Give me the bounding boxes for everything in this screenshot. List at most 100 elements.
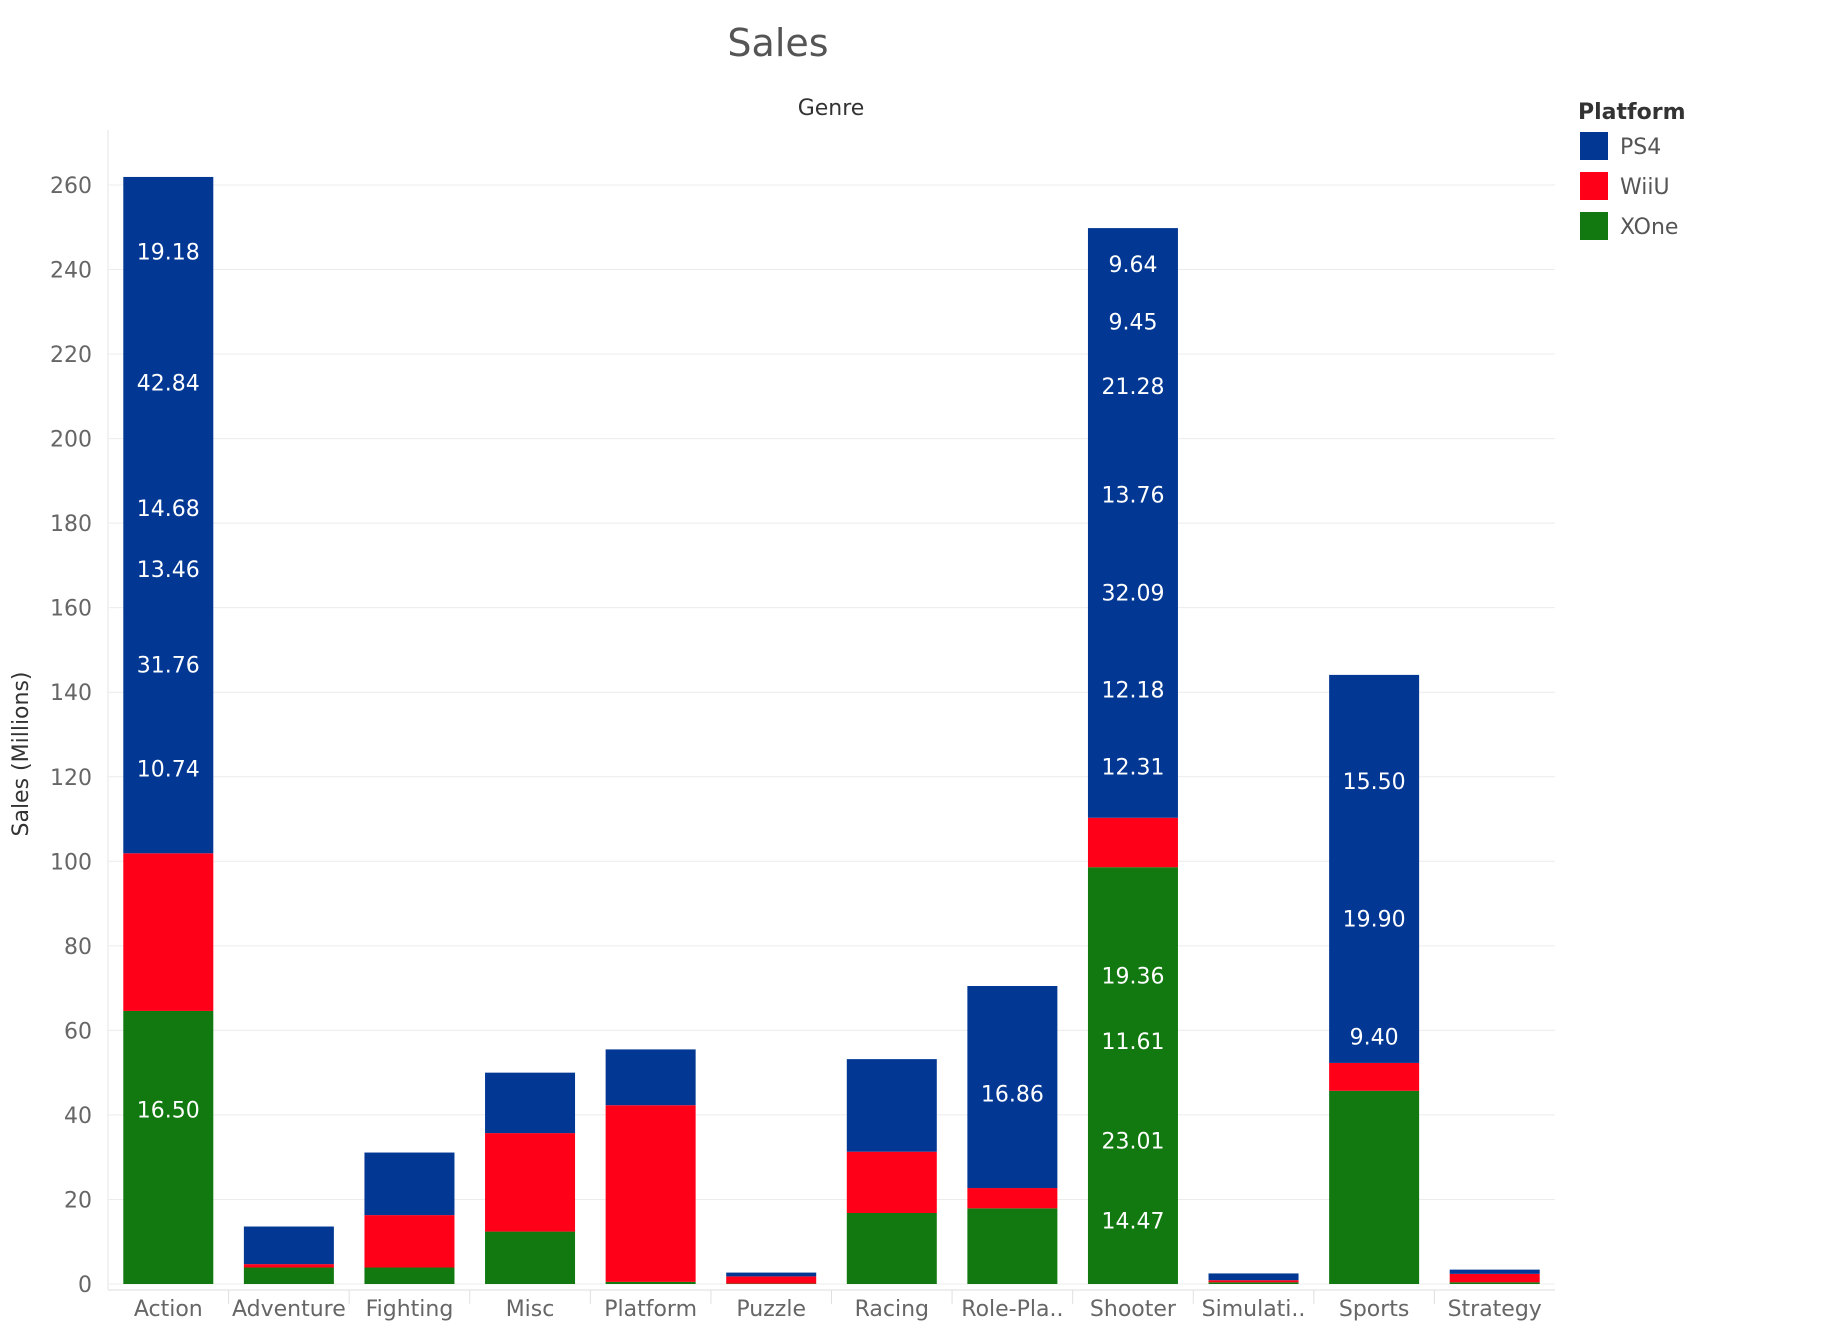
y-tick-label: 140 [50, 681, 92, 706]
bar-segment-wiiu [846, 1151, 937, 1213]
bar-segment-ps4 [1329, 674, 1420, 1063]
x-tick-label: Misc [506, 1297, 555, 1322]
segment-labels: 16.50 10.74 31.76 13.46 14.68 42.84 19.18 16.86… [137, 240, 1406, 1234]
y-tick-label: 20 [64, 1188, 92, 1213]
segment-value-label: 9.64 [1108, 253, 1157, 278]
x-tick-label: Role-Pla.. [961, 1297, 1063, 1322]
segment-value-label: 16.50 [137, 1098, 200, 1123]
segment-value-label: 13.76 [1101, 483, 1164, 508]
segment-value-label: 11.61 [1101, 1030, 1164, 1055]
segment-value-label: 19.90 [1343, 907, 1406, 932]
segment-value-label: 31.76 [137, 654, 200, 679]
y-tick-label: 80 [64, 935, 92, 960]
bar-segment-xone [123, 1010, 214, 1284]
segment-value-label: 23.01 [1101, 1129, 1164, 1154]
bar-segment-xone [485, 1231, 576, 1284]
bar-segment-wiiu [1208, 1280, 1299, 1283]
x-tick-label: Platform [604, 1297, 697, 1322]
bar-segment-ps4 [485, 1072, 576, 1134]
segment-value-label: 12.31 [1101, 756, 1164, 781]
y-tick-label: 260 [50, 174, 92, 199]
bar-segment-wiiu [1329, 1062, 1420, 1091]
bar-segment-xone [1449, 1282, 1540, 1284]
legend-label: PS4 [1620, 135, 1661, 160]
bar-segment-wiiu [1449, 1273, 1540, 1283]
bar-segment-xone [1087, 867, 1178, 1284]
y-tick-label: 160 [50, 597, 92, 622]
segment-value-label: 14.68 [137, 497, 200, 522]
segment-value-label: 12.18 [1101, 679, 1164, 704]
legend-swatch-wiiu [1580, 172, 1608, 200]
segment-value-label: 9.40 [1350, 1026, 1399, 1051]
x-tick-label: Racing [855, 1297, 929, 1322]
x-axis-categories: Action Adventure Fighting Misc Platform Puzzl… [134, 1297, 1542, 1322]
bar-segment-xone [1329, 1090, 1420, 1284]
bar-segment-ps4 [1087, 228, 1178, 818]
y-tick-label: 220 [50, 343, 92, 368]
bar-segment-ps4 [726, 1272, 817, 1277]
y-tick-label: 120 [50, 766, 92, 791]
legend-label: XOne [1620, 215, 1678, 240]
segment-value-label: 9.45 [1108, 311, 1157, 336]
segment-value-label: 14.47 [1101, 1210, 1164, 1235]
bar-segment-wiiu [726, 1276, 817, 1284]
x-tick-label: Strategy [1448, 1297, 1542, 1322]
bars [123, 176, 1540, 1284]
bar-segment-xone [846, 1212, 937, 1284]
x-tick-label: Fighting [366, 1297, 454, 1322]
bar-segment-wiiu [967, 1188, 1058, 1209]
bar-segment-ps4 [967, 985, 1058, 1189]
legend-swatch-ps4 [1580, 132, 1608, 160]
y-axis-title: Sales (Millions) [9, 671, 34, 836]
bar-segment-ps4 [846, 1059, 937, 1152]
bar-segment-xone [967, 1208, 1058, 1284]
bar-segment-wiiu [123, 853, 214, 1011]
bar-segment-xone [243, 1267, 334, 1284]
chart-title: Sales [727, 21, 828, 65]
bar-segment-ps4 [364, 1152, 455, 1216]
y-tick-label: 40 [64, 1104, 92, 1129]
segment-value-label: 19.36 [1101, 964, 1164, 989]
segment-value-label: 32.09 [1101, 581, 1164, 606]
y-tick-label: 60 [64, 1019, 92, 1044]
x-tick-label: Shooter [1090, 1297, 1177, 1322]
segment-value-label: 15.50 [1343, 770, 1406, 795]
bar-segment-ps4 [1449, 1269, 1540, 1274]
legend-title: Platform [1578, 100, 1686, 125]
column-header: Genre [798, 96, 865, 121]
x-tick-label: Simulati.. [1202, 1297, 1306, 1322]
bar-segment-wiiu [485, 1133, 576, 1232]
y-tick-label: 0 [78, 1273, 92, 1298]
legend: Platform PS4 WiiU XOne [1578, 100, 1686, 240]
gridlines [107, 130, 1555, 1304]
bar-segment-wiiu [364, 1215, 455, 1268]
bar-segment-wiiu [243, 1264, 334, 1268]
x-tick-label: Puzzle [736, 1297, 806, 1322]
bar-segment-xone [364, 1267, 455, 1284]
x-tick-label: Adventure [232, 1297, 346, 1322]
bar-segment-xone [605, 1281, 696, 1284]
legend-swatch-xone [1580, 212, 1608, 240]
segment-value-label: 42.84 [137, 371, 200, 396]
segment-value-label: 21.28 [1101, 375, 1164, 400]
y-tick-label: 180 [50, 512, 92, 537]
bar-segment-xone [1208, 1282, 1299, 1284]
legend-label: WiiU [1620, 175, 1670, 200]
bar-segment-ps4 [605, 1049, 696, 1106]
bar-segment-ps4 [1208, 1273, 1299, 1281]
y-tick-label: 100 [50, 850, 92, 875]
x-tick-label: Sports [1339, 1297, 1410, 1322]
y-axis-ticks: 0 20 40 60 80 100 120 140 160 180 200 220 240 260 [50, 174, 92, 1298]
y-tick-label: 240 [50, 259, 92, 284]
x-tick-label: Action [134, 1297, 203, 1322]
bar-segment-wiiu [1087, 817, 1178, 868]
y-tick-label: 200 [50, 428, 92, 453]
segment-value-label: 13.46 [137, 558, 200, 583]
bar-segment-wiiu [605, 1105, 696, 1282]
bar-segment-ps4 [243, 1226, 334, 1265]
bar-segment-ps4 [123, 176, 214, 854]
segment-value-label: 10.74 [137, 758, 200, 783]
segment-value-label: 19.18 [137, 240, 200, 265]
segment-value-label: 16.86 [981, 1082, 1044, 1107]
